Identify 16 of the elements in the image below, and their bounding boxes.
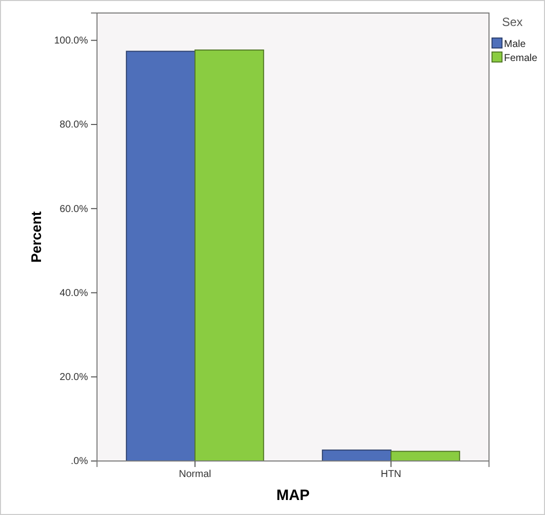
y-tick-label: 60.0% bbox=[60, 204, 88, 215]
x-axis-title: MAP bbox=[276, 487, 310, 504]
bar bbox=[322, 450, 392, 462]
x-tick-label: HTN bbox=[380, 469, 402, 480]
y-axis-title: Percent bbox=[28, 210, 44, 263]
legend-label: Female bbox=[504, 53, 538, 64]
bar bbox=[194, 50, 264, 462]
x-tick-label: Normal bbox=[178, 469, 212, 480]
y-tick-label: 100.0% bbox=[54, 36, 88, 47]
y-tick-label: 40.0% bbox=[60, 288, 88, 299]
legend-title: Sex bbox=[502, 15, 523, 29]
bar bbox=[126, 50, 196, 462]
y-tick-label: 80.0% bbox=[60, 120, 88, 131]
legend-label: Male bbox=[504, 39, 526, 50]
y-tick-label: .0% bbox=[70, 456, 88, 468]
y-tick-label: 20.0% bbox=[60, 372, 88, 384]
